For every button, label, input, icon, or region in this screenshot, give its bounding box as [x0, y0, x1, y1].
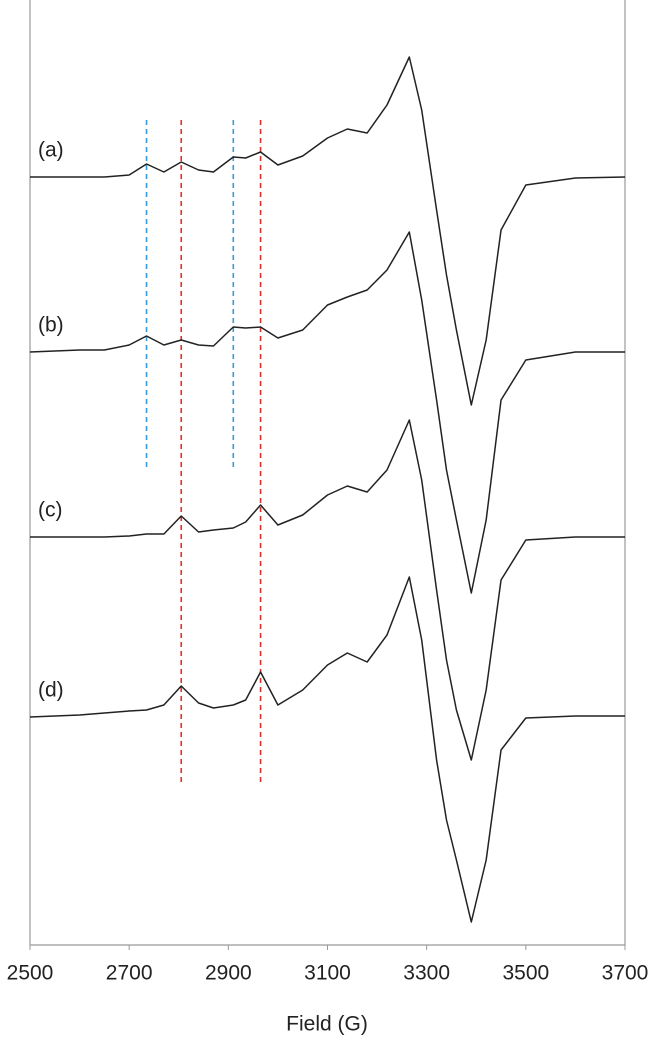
spectrum-line	[30, 419, 625, 761]
series-label: (d)	[38, 679, 64, 702]
x-tick-label: 3700	[602, 962, 649, 985]
spectrum-line	[29, 576, 625, 923]
x-tick-label: 3100	[304, 962, 351, 985]
x-tick-label: 3300	[403, 962, 450, 985]
series-label: (a)	[38, 139, 64, 162]
spectrum-line	[29, 231, 625, 594]
x-tick-label: 3500	[502, 962, 549, 985]
x-tick-label: 2900	[205, 962, 252, 985]
series-label: (b)	[38, 314, 64, 337]
spectrum-line	[30, 56, 626, 406]
x-axis-label: Field (G)	[286, 1013, 368, 1036]
x-tick-label: 2700	[106, 962, 153, 985]
series-label: (c)	[38, 499, 63, 522]
x-tick-label: 2500	[7, 962, 54, 985]
